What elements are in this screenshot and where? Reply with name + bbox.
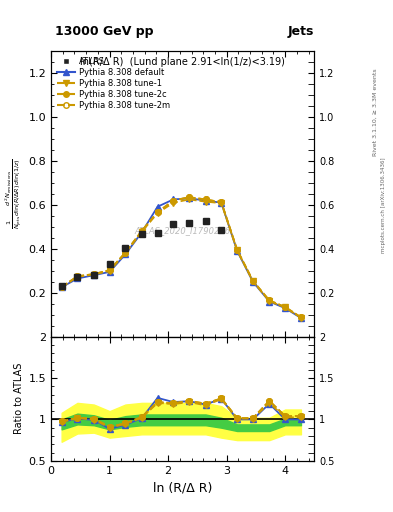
Text: ln(R/Δ R)  (Lund plane 2.91<ln(1/z)<3.19): ln(R/Δ R) (Lund plane 2.91<ln(1/z)<3.19) bbox=[80, 57, 285, 67]
Text: Rivet 3.1.10, ≥ 3.3M events: Rivet 3.1.10, ≥ 3.3M events bbox=[373, 69, 378, 157]
Text: 13000 GeV pp: 13000 GeV pp bbox=[55, 26, 154, 38]
Y-axis label: $\frac{1}{N_{\mathrm{jets}}}\frac{d^2 N_{\mathrm{emissions}}}{d\ln(R/\Delta R)\,: $\frac{1}{N_{\mathrm{jets}}}\frac{d^2 N_… bbox=[4, 159, 24, 229]
Legend: ATLAS, Pythia 8.308 default, Pythia 8.308 tune-1, Pythia 8.308 tune-2c, Pythia 8: ATLAS, Pythia 8.308 default, Pythia 8.30… bbox=[55, 55, 172, 112]
Text: ATLAS_2020_I1790256: ATLAS_2020_I1790256 bbox=[135, 226, 231, 236]
Text: mcplots.cern.ch [arXiv:1306.3436]: mcplots.cern.ch [arXiv:1306.3436] bbox=[381, 157, 386, 252]
Y-axis label: Ratio to ATLAS: Ratio to ATLAS bbox=[15, 363, 24, 434]
X-axis label: ln (R/Δ R): ln (R/Δ R) bbox=[153, 481, 213, 494]
Text: Jets: Jets bbox=[288, 26, 314, 38]
